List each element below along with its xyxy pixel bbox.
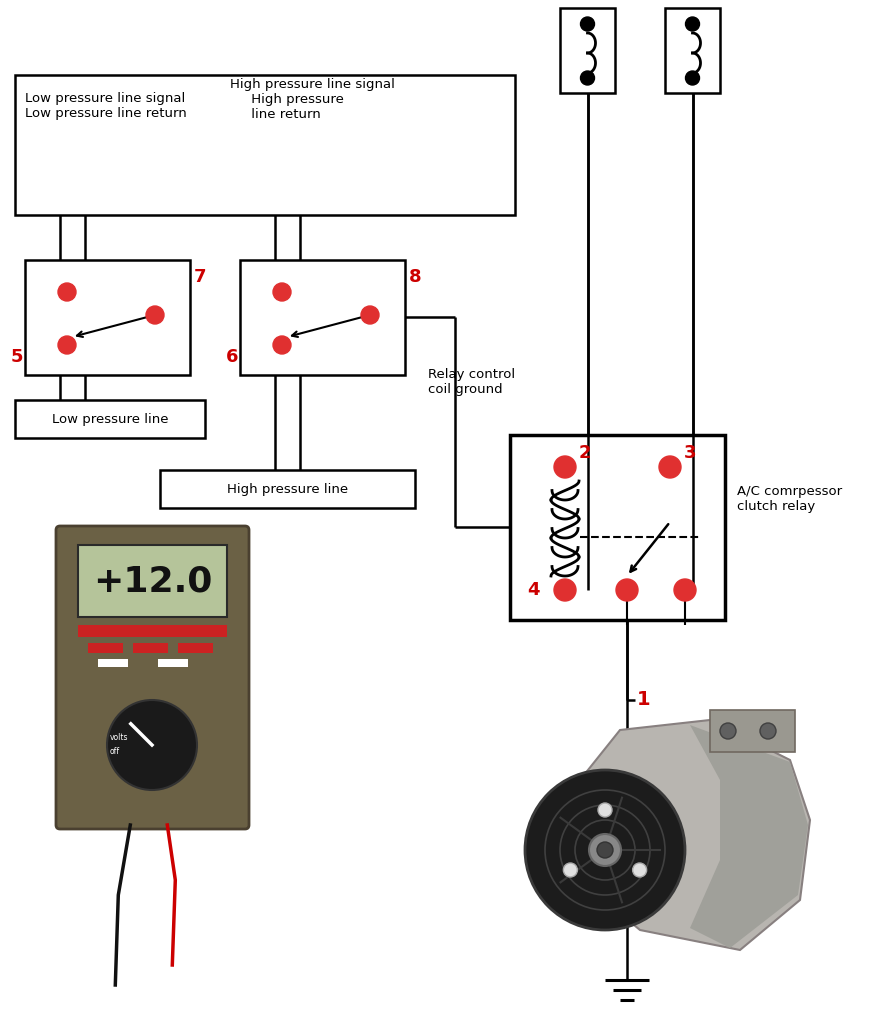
Circle shape [760,723,776,739]
Polygon shape [580,720,810,950]
Circle shape [58,336,76,354]
Circle shape [686,71,700,85]
Bar [158,659,188,667]
Bar [15,75,515,215]
Bar [78,625,227,637]
Circle shape [632,863,646,877]
Circle shape [674,579,696,601]
Circle shape [273,283,291,301]
Text: off: off [110,746,120,756]
Circle shape [58,283,76,301]
Bar [15,400,205,438]
Circle shape [554,456,576,478]
Circle shape [581,17,595,31]
Circle shape [554,579,576,601]
Text: +12.0: +12.0 [93,564,212,598]
Circle shape [598,803,612,817]
Text: 8: 8 [409,268,421,286]
Text: 4: 4 [527,581,540,599]
Bar [78,545,227,617]
Circle shape [616,579,638,601]
Circle shape [525,770,685,930]
Circle shape [361,306,379,324]
Circle shape [107,700,197,790]
Text: High pressure line: High pressure line [227,482,348,496]
Bar [510,435,725,620]
FancyBboxPatch shape [56,526,249,829]
Text: A/C comrpessor
clutch relay: A/C comrpessor clutch relay [737,485,842,513]
Bar [560,8,615,93]
Circle shape [146,306,164,324]
Polygon shape [690,725,808,948]
Bar [160,470,415,508]
Text: 2: 2 [579,444,591,462]
Text: 6: 6 [225,348,238,366]
Bar [25,260,190,375]
Text: 3: 3 [684,444,696,462]
Circle shape [563,863,577,877]
Circle shape [581,71,595,85]
Circle shape [720,723,736,739]
Circle shape [273,336,291,354]
Circle shape [589,834,621,866]
Text: Relay control
coil ground: Relay control coil ground [428,368,515,396]
Bar [88,643,123,653]
Text: 5: 5 [11,348,23,366]
Text: volts: volts [110,733,129,742]
Bar [710,710,795,752]
Circle shape [597,842,613,858]
Bar [178,643,213,653]
Text: High pressure line signal
     High pressure
     line return: High pressure line signal High pressure … [230,78,395,121]
Text: Low pressure line signal
Low pressure line return: Low pressure line signal Low pressure li… [25,92,187,120]
Circle shape [686,17,700,31]
Bar [240,260,405,375]
Circle shape [659,456,681,478]
Bar [98,659,128,667]
Text: 7: 7 [194,268,207,286]
Text: Low pressure line: Low pressure line [52,413,168,426]
Bar [133,643,168,653]
Text: 1: 1 [637,690,651,709]
Bar [665,8,720,93]
